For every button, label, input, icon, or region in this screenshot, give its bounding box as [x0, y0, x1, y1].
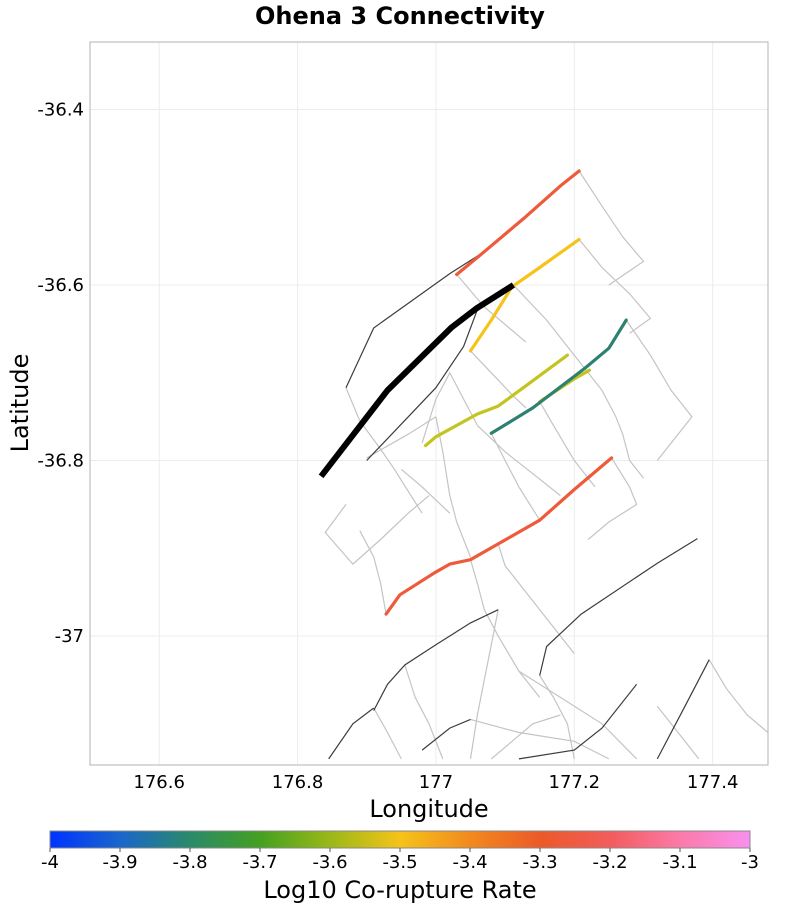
- connected-fault-trace: [455, 169, 581, 277]
- y-tick-label: -36.4: [37, 100, 84, 121]
- connected-fault-traces: [384, 169, 628, 616]
- colorbar-ticks: -4 -3.9 -3.8 -3.7 -3.6 -3.5 -3.4 -3.3 -3.2 -3.1 -3: [41, 848, 759, 873]
- colorbar-tick-label: -3.3: [522, 852, 557, 873]
- fault-outline: [578, 239, 652, 334]
- fault-trace: [518, 683, 638, 760]
- colorbar-tick-label: -3.8: [172, 852, 207, 873]
- y-tick-label: -36.6: [37, 275, 84, 296]
- colorbar-tick-label: -3.1: [662, 852, 697, 873]
- fault-outline: [469, 559, 541, 698]
- fault-outline: [512, 284, 575, 356]
- colorbar: [49, 830, 751, 849]
- source-fault: [318, 282, 516, 479]
- fault-outline: [359, 530, 387, 615]
- colorbar-tick-label: -3.6: [312, 852, 347, 873]
- fault-outline: [435, 416, 472, 558]
- x-tick-label: 177.2: [549, 772, 601, 793]
- fault-outline: [400, 468, 451, 514]
- x-axis-title: Longitude: [369, 795, 488, 823]
- fault-outline: [587, 457, 638, 540]
- y-tick-label: -36.8: [37, 451, 84, 472]
- y-tick-label: -37: [55, 626, 84, 647]
- fault-outline: [573, 354, 644, 479]
- colorbar-tick-label: -3: [741, 852, 759, 873]
- fault-outline: [470, 350, 527, 409]
- fault-outline: [470, 718, 610, 760]
- y-axis-ticks: -36.4 -36.6 -36.8 -37: [37, 100, 84, 647]
- fault-outline: [324, 495, 430, 565]
- y-axis-title: Latitude: [6, 354, 34, 453]
- background-fault-outlines: [324, 170, 768, 760]
- connected-fault-trace: [384, 456, 614, 616]
- fault-outline: [625, 319, 693, 461]
- fault-outline: [656, 705, 700, 760]
- fault-outline: [373, 707, 402, 760]
- x-tick-label: 176.8: [272, 772, 324, 793]
- fault-trace: [421, 718, 471, 751]
- fault-trace: [328, 707, 375, 760]
- fault-outline: [469, 609, 499, 759]
- connected-fault-trace: [468, 237, 581, 353]
- fault-outline: [366, 416, 437, 459]
- fault-trace: [345, 251, 485, 388]
- fault-outline: [490, 714, 561, 760]
- colorbar-tick-label: -3.4: [452, 852, 487, 873]
- x-tick-label: 176.6: [133, 772, 185, 793]
- gridlines: [90, 42, 768, 765]
- fault-outline: [421, 371, 478, 444]
- fault-trace: [366, 309, 478, 461]
- fault-outline: [708, 659, 768, 733]
- colorbar-tick-label: -3.5: [382, 852, 417, 873]
- fault-trace: [373, 609, 499, 711]
- fault-outline: [345, 387, 423, 514]
- fault-outline: [518, 670, 638, 760]
- background-fault-traces: [328, 251, 710, 760]
- x-tick-label: 177.4: [687, 772, 739, 793]
- map-title: Ohena 3 Connectivity: [255, 2, 545, 30]
- fault-trace: [539, 538, 698, 676]
- x-tick-label: 177: [419, 772, 453, 793]
- colorbar-tick-label: -3.7: [242, 852, 277, 873]
- colorbar-tick-label: -3.9: [102, 852, 137, 873]
- source-fault-trace: [318, 282, 516, 479]
- fault-outline: [490, 433, 541, 521]
- fault-outline: [539, 401, 596, 488]
- fault-outline: [404, 664, 444, 760]
- colorbar-title: Log10 Co-rupture Rate: [263, 876, 536, 904]
- plot-frame: [89, 41, 769, 766]
- fault-outline: [497, 543, 575, 654]
- fault-outline: [578, 170, 645, 286]
- connected-fault-trace: [423, 353, 570, 448]
- connected-fault-trace: [489, 318, 628, 435]
- colorbar-tick-label: -3.2: [592, 852, 627, 873]
- fault-trace: [656, 659, 710, 760]
- fault-outline: [476, 424, 561, 497]
- x-axis-ticks: 176.6 176.8 177 177.2 177.4: [133, 772, 738, 793]
- colorbar-tick-label: -4: [41, 852, 59, 873]
